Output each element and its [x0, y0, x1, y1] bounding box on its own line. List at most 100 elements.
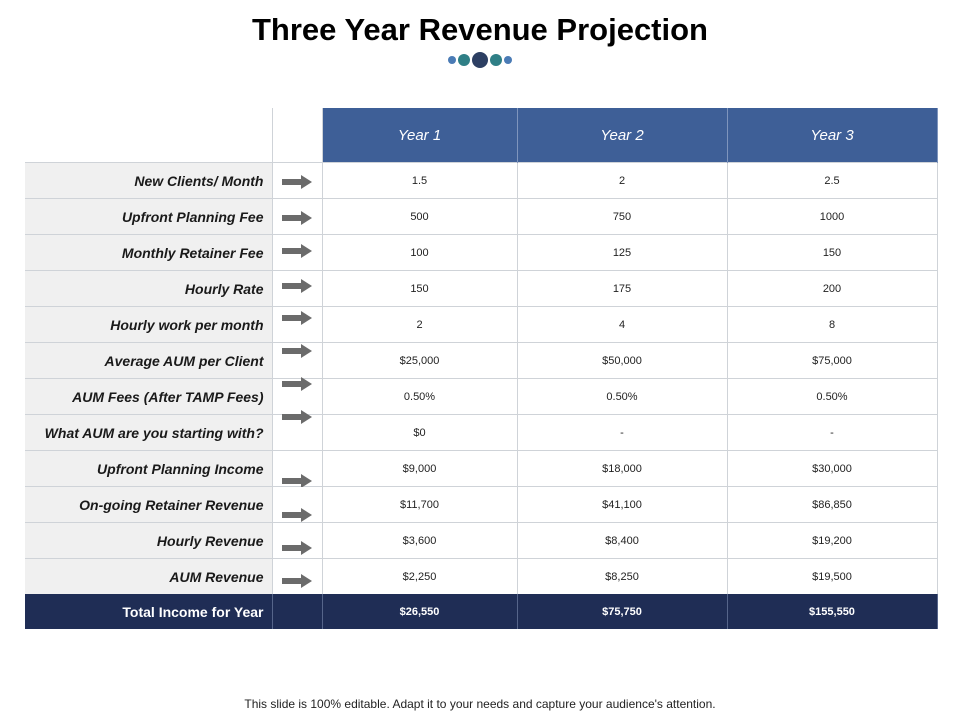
total-label: Total Income for Year — [25, 594, 272, 629]
table-row: Upfront Planning Income $9,000 $18,000 $30,… — [25, 450, 938, 488]
arrow-right-icon — [281, 175, 312, 189]
column-header-year-3: Year 3 — [727, 108, 938, 163]
row-value-year-1: 2 — [322, 306, 518, 343]
row-value-year-3: 0.50% — [727, 378, 938, 415]
arrow-cell — [271, 234, 323, 271]
row-label: Hourly work per month — [25, 306, 272, 343]
arrow-right-icon — [281, 410, 312, 424]
row-value-year-3: $19,200 — [727, 522, 938, 559]
table-row: On-going Retainer Revenue $11,700 $41,100 $… — [25, 486, 938, 523]
row-value-year-3: 200 — [727, 270, 938, 307]
row-value-year-3: $86,850 — [727, 486, 938, 523]
total-value-year-1: $26,550 — [322, 594, 518, 629]
row-value-year-2: 175 — [517, 270, 728, 307]
projection-table: Year 1 Year 2 Year 3 New Clients/ Month 1… — [25, 108, 938, 629]
row-label: Hourly Rate — [25, 270, 272, 307]
row-label: On-going Retainer Revenue — [25, 486, 272, 523]
row-label: AUM Revenue — [25, 558, 272, 594]
column-header-year-1: Year 1 — [322, 108, 518, 163]
row-value-year-2: $18,000 — [517, 450, 728, 487]
row-value-year-2: $41,100 — [517, 486, 728, 523]
row-value-year-1: $11,700 — [322, 486, 518, 523]
header-row: Year 1 Year 2 Year 3 — [25, 108, 938, 163]
dot-icon — [472, 52, 488, 68]
row-value-year-2: $50,000 — [517, 342, 728, 379]
row-label: Monthly Retainer Fee — [25, 234, 272, 271]
arrow-right-icon — [281, 344, 312, 358]
row-label: Upfront Planning Income — [25, 450, 272, 487]
arrow-cell — [271, 410, 323, 451]
row-value-year-1: 0.50% — [322, 378, 518, 415]
footer-note: This slide is 100% editable. Adapt it to… — [244, 697, 716, 711]
row-value-year-1: $25,000 — [322, 342, 518, 379]
row-value-year-2: 125 — [517, 234, 728, 271]
arrow-cell — [271, 522, 323, 559]
arrow-right-icon — [281, 279, 312, 293]
table-row: Upfront Planning Fee 500 750 1000 — [25, 198, 938, 235]
row-value-year-3: 150 — [727, 234, 938, 271]
row-value-year-1: 500 — [322, 198, 518, 235]
table-row: AUM Fees (After TAMP Fees) 0.50% 0.50% 0.50… — [25, 377, 938, 415]
total-value-year-2: $75,750 — [517, 594, 728, 629]
table-row: Hourly Revenue $3,600 $8,400 $19,200 — [25, 522, 938, 559]
table-row: Average AUM per Client $25,000 $50,000 $75,… — [25, 342, 938, 379]
table-row: Monthly Retainer Fee 100 125 150 — [25, 234, 938, 271]
arrow-cell — [271, 450, 323, 488]
dot-icon — [458, 54, 470, 66]
total-value-year-3: $155,550 — [727, 594, 938, 629]
row-value-year-1: $2,250 — [322, 558, 518, 594]
arrow-cell — [271, 486, 323, 523]
row-label: Hourly Revenue — [25, 522, 272, 559]
arrow-right-icon — [281, 311, 312, 325]
column-header-year-2: Year 2 — [517, 108, 728, 163]
arrow-cell — [271, 558, 323, 594]
row-label: Upfront Planning Fee — [25, 198, 272, 235]
arrow-cell — [271, 162, 323, 199]
decorative-dots — [0, 51, 960, 69]
slide-title: Three Year Revenue Projection — [251, 12, 708, 47]
row-value-year-2: 0.50% — [517, 378, 728, 415]
row-label: Average AUM per Client — [25, 342, 272, 379]
row-value-year-1: $3,600 — [322, 522, 518, 559]
total-arrow-blank-cell — [271, 594, 323, 629]
row-value-year-3: $75,000 — [727, 342, 938, 379]
table-row: AUM Revenue $2,250 $8,250 $19,500 — [25, 558, 938, 594]
header-blank-cell — [25, 108, 272, 163]
arrow-cell — [271, 306, 323, 343]
row-label: New Clients/ Month — [25, 162, 272, 199]
row-value-year-2: 750 — [517, 198, 728, 235]
row-value-year-3: $30,000 — [727, 450, 938, 487]
arrow-cell — [271, 270, 323, 307]
row-value-year-3: $19,500 — [727, 558, 938, 594]
row-value-year-3: - — [727, 414, 938, 451]
arrow-cell — [271, 342, 323, 379]
arrow-right-icon — [281, 508, 312, 522]
dot-icon — [448, 56, 456, 64]
row-value-year-3: 1000 — [727, 198, 938, 235]
dot-icon — [490, 54, 502, 66]
row-value-year-2: $8,400 — [517, 522, 728, 559]
table-row: Hourly work per month 2 4 8 — [25, 306, 938, 343]
total-row: Total Income for Year $26,550 $75,750 $155,… — [25, 594, 938, 629]
row-value-year-2: 4 — [517, 306, 728, 343]
row-label: What AUM are you starting with? — [25, 414, 272, 451]
arrow-right-icon — [281, 211, 312, 225]
table-row: What AUM are you starting with? $0- - — [25, 410, 938, 451]
row-value-year-1: $0 — [322, 414, 518, 451]
arrow-right-icon — [281, 541, 312, 555]
row-value-year-3: 2.5 — [727, 162, 938, 199]
arrow-right-icon — [281, 377, 312, 391]
arrow-right-icon — [281, 244, 312, 258]
row-value-year-2: 2 — [517, 162, 728, 199]
arrow-right-icon — [281, 574, 312, 588]
row-value-year-2: $8,250 — [517, 558, 728, 594]
arrow-cell — [271, 377, 323, 415]
arrow-cell — [271, 198, 323, 235]
dot-icon — [504, 56, 512, 64]
row-label: AUM Fees (After TAMP Fees) — [25, 378, 272, 415]
table-row: Hourly Rate 150 175 200 — [25, 270, 938, 307]
row-value-year-1: 100 — [322, 234, 518, 271]
row-value-year-2: - — [517, 414, 728, 451]
row-value-year-3: 8 — [727, 306, 938, 343]
header-arrow-blank-cell — [271, 108, 323, 163]
